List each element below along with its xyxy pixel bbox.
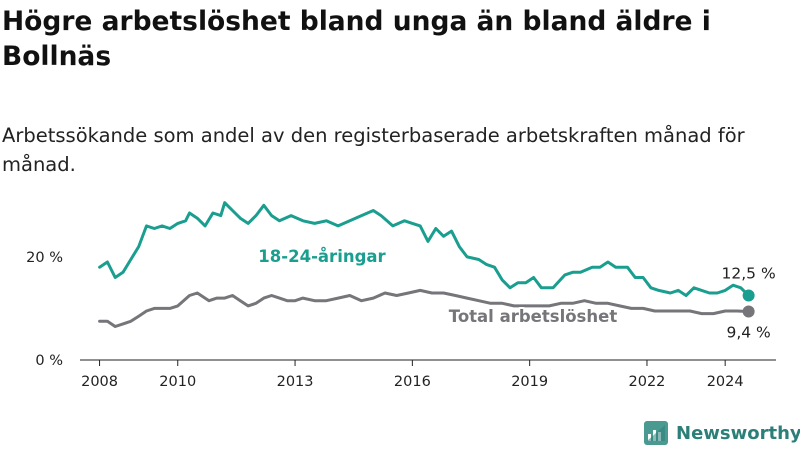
x-tick-label-2: 2013 <box>277 374 314 390</box>
x-tick-label-0: 2008 <box>81 374 118 390</box>
x-axis: 2008 2010 2013 2016 2019 2022 2024 <box>80 359 776 390</box>
series-lines <box>98 201 755 328</box>
series-labels: 18-24-åringar Total arbetslöshet 12,5 % 9,4… <box>256 245 776 342</box>
series-name-total: Total arbetslöshet <box>449 307 618 326</box>
newsworthy-logo: Newsworthy <box>644 418 800 448</box>
y-tick-label-1: 20 % <box>26 250 63 266</box>
x-tick-label-6: 2024 <box>707 374 744 390</box>
y-tick-label-0: 0 % <box>35 353 63 369</box>
y-axis: 0 % 20 % <box>26 250 63 369</box>
chart-title: Högre arbetslöshet bland unga än bland ä… <box>2 6 711 72</box>
end-value-youth: 12,5 % <box>722 265 776 283</box>
end-value-total: 9,4 % <box>726 324 770 342</box>
newsworthy-logo-icon <box>644 421 668 445</box>
newsworthy-logo-text: Newsworthy <box>676 422 800 444</box>
chart-subtitle: Arbetssökande som andel av den registerb… <box>2 124 745 176</box>
series-line-total <box>98 288 751 328</box>
x-tick-label-3: 2016 <box>394 374 431 390</box>
x-tick-label-1: 2010 <box>159 374 196 390</box>
series-line-youth <box>98 201 751 297</box>
x-tick-label-4: 2019 <box>511 374 548 390</box>
series-name-youth: 18-24-åringar <box>258 247 386 266</box>
series-end-marker-youth <box>742 289 755 302</box>
x-tick-label-5: 2022 <box>629 374 666 390</box>
series-end-marker-total <box>742 305 755 318</box>
